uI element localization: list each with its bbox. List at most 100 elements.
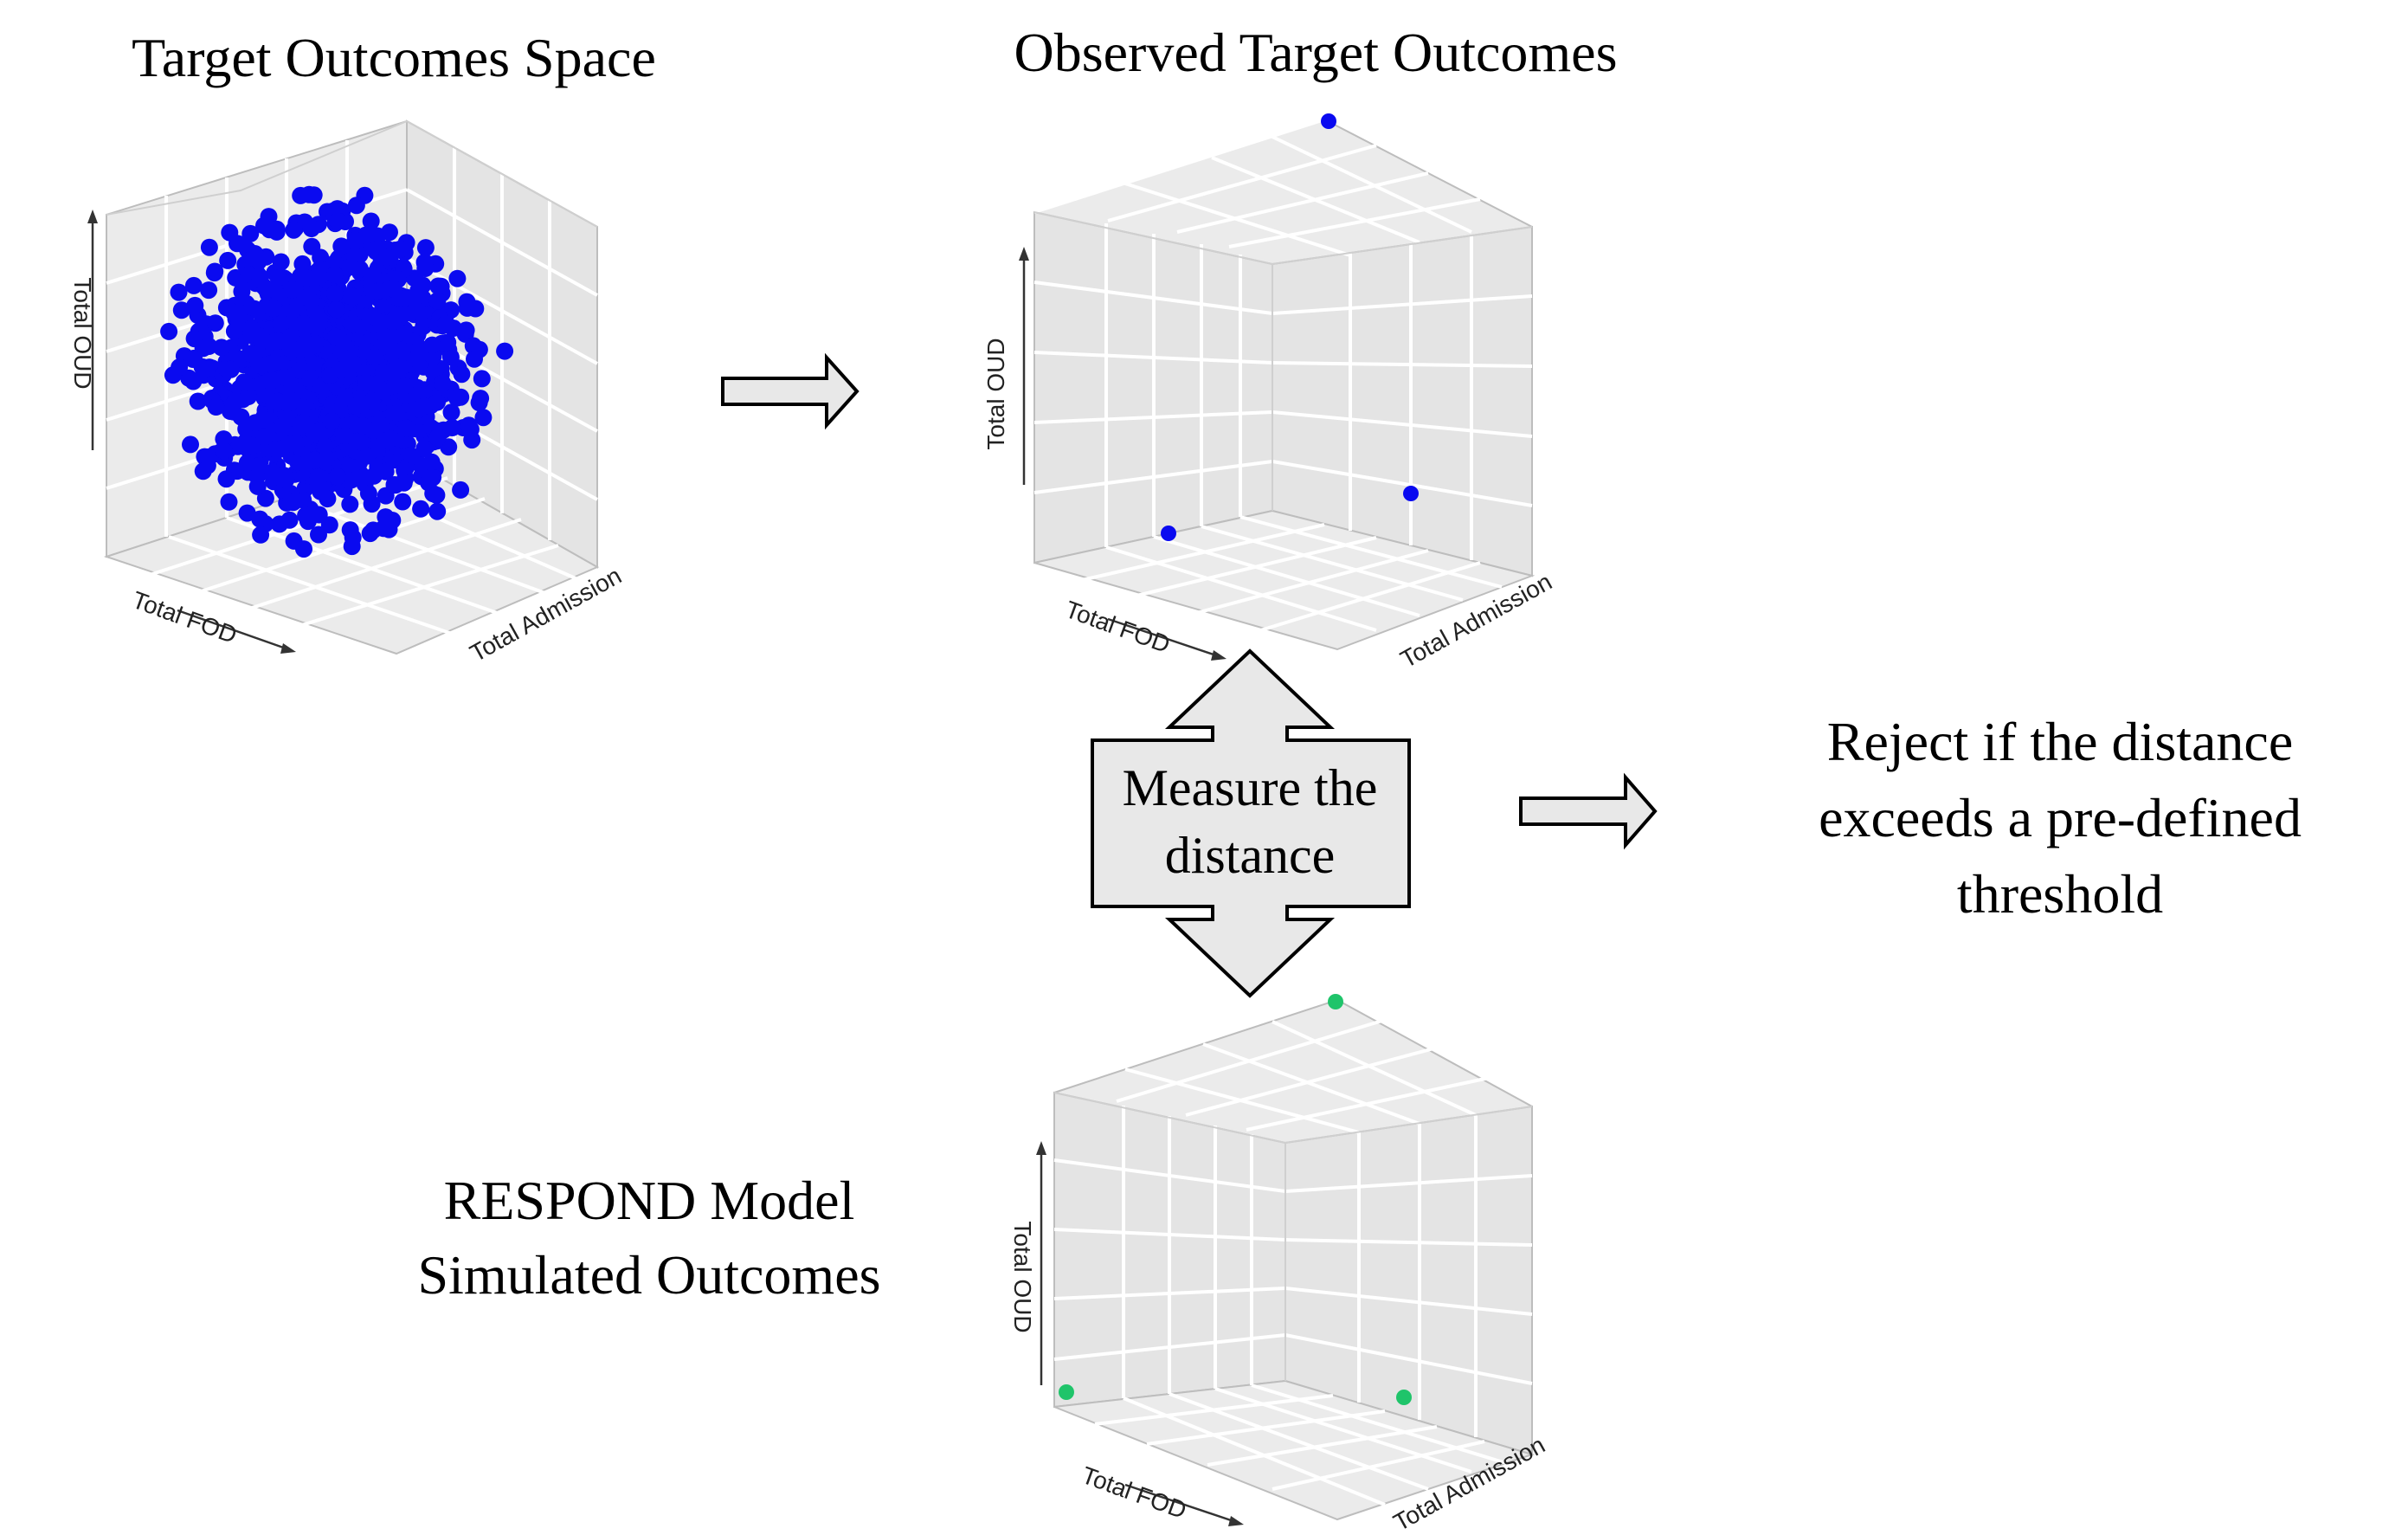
target-point [306,304,325,322]
target-point [273,440,291,458]
axis-label-total-oud: Total OUD [69,277,96,389]
target-point [248,477,267,495]
target-point [247,414,265,432]
cube-inner-edges [1033,211,1533,511]
target-point [423,336,441,354]
target-point [384,280,402,298]
target-point [434,374,452,392]
target-point [309,468,327,487]
target-point [227,392,244,410]
target-point [457,321,475,339]
observed-outcomes-3d-plot: Total OUD Total FOD Total Admission [982,113,1556,673]
target-points-cloud [160,185,514,558]
axis-total-oud: Total OUD [1009,1141,1046,1385]
target-point [293,255,312,273]
target-point [186,296,204,314]
target-point [466,350,483,368]
observed-point-left [1161,526,1176,541]
target-point [396,461,414,480]
target-point [397,419,415,437]
right-arrow-to-observed [721,352,860,430]
target-point [344,287,362,306]
target-point [410,400,428,418]
target-point [307,318,325,336]
axis-total-oud: Total OUD [982,247,1029,485]
target-point [347,397,365,415]
target-point [328,468,346,486]
target-point [358,447,377,465]
target-point [269,392,287,410]
target-point [458,293,476,311]
target-point [443,419,461,436]
axis-total-oud: Total OUD [69,210,98,450]
target-point [448,269,467,287]
target-point [343,538,361,556]
target-point [242,319,261,338]
title-target-outcomes-space: Target Outcomes Space [132,27,656,88]
measure-distance-double-arrow [1091,648,1411,998]
target-point [282,328,299,346]
target-point [416,239,435,257]
target-point [496,342,514,360]
target-point [278,410,296,428]
target-point [172,301,190,319]
target-point [200,238,218,256]
target-point [359,484,377,502]
target-point [246,245,264,262]
target-point [412,500,430,518]
target-point [220,493,238,511]
target-point [306,451,324,469]
target-point [283,281,301,299]
target-point [377,508,395,526]
axis-label-total-oud: Total OUD [1009,1221,1036,1332]
measure-distance-line1: Measure the [1123,759,1378,816]
target-point [316,437,334,455]
target-point [299,288,317,306]
target-point [410,342,428,360]
target-point [428,429,447,447]
target-point [325,266,344,284]
target-point [381,429,399,448]
target-point [426,361,444,379]
target-point [287,492,305,510]
target-point [238,454,256,472]
simulated-point-left [1059,1384,1074,1400]
target-point [452,480,470,499]
target-point [275,467,293,485]
target-point [296,333,314,352]
target-point [374,382,392,400]
target-point [388,404,406,422]
target-point [409,302,428,320]
target-point [189,392,207,410]
target-point [472,390,490,408]
target-point [261,355,280,373]
target-point [473,370,491,388]
target-point [229,235,246,253]
target-point [206,314,224,332]
target-point [232,408,250,426]
target-point [354,468,372,487]
cube-grid [1053,1018,1533,1506]
target-point [184,351,203,368]
cube-grid [1033,118,1533,634]
measure-distance-line2: distance [1165,827,1336,884]
target-point [364,422,383,440]
target-point [275,368,293,386]
target-point [422,453,441,471]
target-point [332,237,351,255]
target-point [170,283,188,301]
target-point [222,360,240,378]
target-point [185,330,203,348]
target-point [230,304,248,322]
target-point [377,462,395,480]
target-point [395,474,413,492]
title-simulated-outcomes: Simulated Outcomes [417,1244,880,1306]
target-point [264,300,282,318]
target-point [273,315,291,333]
target-point [235,373,253,391]
target-point [362,212,380,230]
target-point [394,493,412,511]
target-point [352,433,370,451]
target-point [364,266,382,284]
